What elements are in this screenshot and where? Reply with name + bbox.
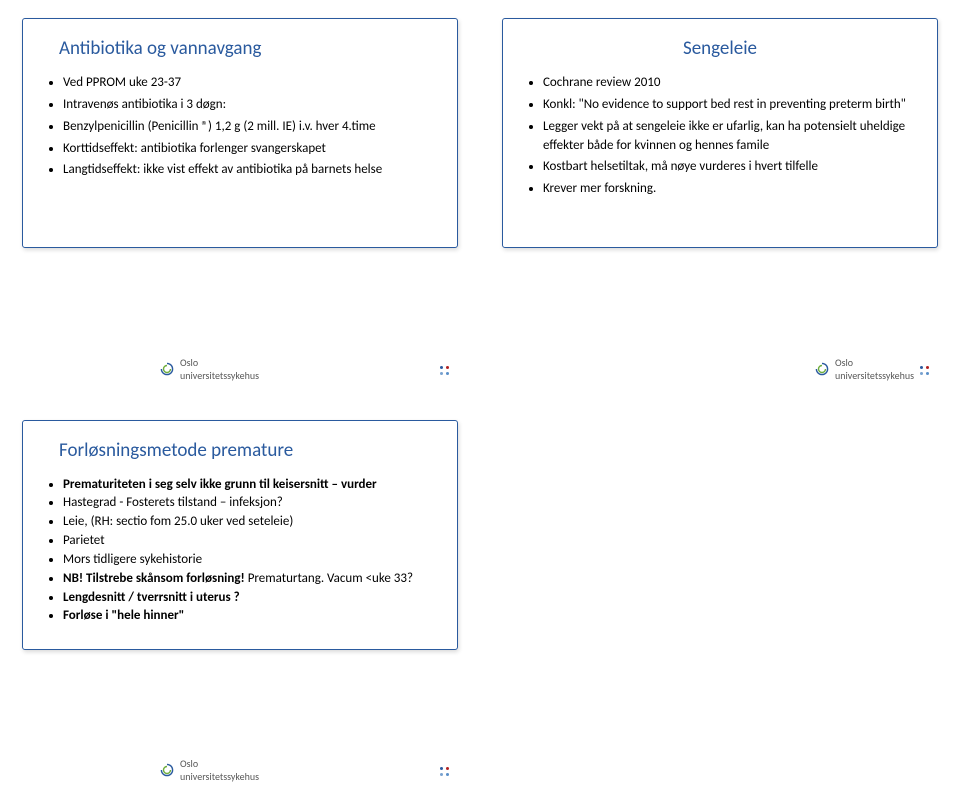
list-item: Forløse i "hele hinner": [63, 607, 439, 626]
slide-antibiotika: Antibiotika og vannavgang Ved PPROM uke …: [0, 0, 480, 402]
list-item: Langtidseffekt: ikke vist effekt av anti…: [63, 161, 439, 180]
footer-logo: Oslo universitetssykehus: [160, 356, 259, 382]
footer-org2: universitetssykehus: [835, 369, 914, 382]
slide-title: Sengeleie: [521, 37, 919, 60]
bullet-list: Prematuriteten i seg selv ikke grunn til…: [49, 476, 439, 627]
list-item: Ved PPROM uke 23-37: [63, 74, 439, 93]
footer-text: Oslo universitetssykehus: [180, 356, 259, 382]
list-item: NB! Tilstrebe skånsom forløsning! Premat…: [63, 570, 439, 589]
list-item: Konkl: "No evidence to support bed rest …: [543, 96, 919, 115]
swirl-icon: [815, 362, 829, 376]
swirl-icon: [160, 763, 174, 777]
list-item: Intravenøs antibiotika i 3 døgn:: [63, 96, 439, 115]
footer-org2: universitetssykehus: [180, 369, 259, 382]
footer-logo: Oslo universitetssykehus: [160, 757, 259, 783]
panel: Sengeleie Cochrane review 2010 Konkl: "N…: [502, 18, 938, 248]
list-item: Cochrane review 2010: [543, 74, 919, 93]
list-item: Kostbart helsetiltak, må nøye vurderes i…: [543, 158, 919, 177]
list-item: Legger vekt på at sengeleie ikke er ufar…: [543, 118, 919, 156]
footer-org2: universitetssykehus: [180, 770, 259, 783]
list-item: Mors tidligere sykehistorie: [63, 551, 439, 570]
list-item: Krever mer forskning.: [543, 180, 919, 199]
slide-empty: [480, 402, 960, 803]
footer-text: Oslo universitetssykehus: [180, 757, 259, 783]
slide-title: Forløsningsmetode premature: [59, 439, 439, 462]
footer-logo: Oslo universitetssykehus: [815, 356, 914, 382]
slide-forlosning: Forløsningsmetode premature Prematuritet…: [0, 402, 480, 803]
panel: Antibiotika og vannavgang Ved PPROM uke …: [22, 18, 458, 248]
slide-sengeleie: Sengeleie Cochrane review 2010 Konkl: "N…: [480, 0, 960, 402]
panel: Forløsningsmetode premature Prematuritet…: [22, 420, 458, 650]
list-item: Parietet: [63, 532, 439, 551]
bullet-list: Cochrane review 2010 Konkl: "No evidence…: [529, 74, 919, 199]
list-item: Hastegrad - Fosterets tilstand – infeksj…: [63, 494, 439, 513]
bullet-list: Ved PPROM uke 23-37 Intravenøs antibioti…: [49, 74, 439, 180]
footer-org: Oslo: [180, 757, 198, 770]
corner-dots-icon: [920, 366, 934, 380]
swirl-icon: [160, 362, 174, 376]
list-item: Lengdesnitt / tverrsnitt i uterus ?: [63, 589, 439, 608]
corner-dots-icon: [440, 767, 454, 781]
footer-org: Oslo: [180, 356, 198, 369]
list-item: Prematuriteten i seg selv ikke grunn til…: [63, 476, 439, 495]
footer-text: Oslo universitetssykehus: [835, 356, 914, 382]
slide-title: Antibiotika og vannavgang: [59, 37, 439, 60]
footer-org: Oslo: [835, 356, 853, 369]
corner-dots-icon: [440, 366, 454, 380]
list-item: Leie, (RH: sectio fom 25.0 uker ved sete…: [63, 513, 439, 532]
list-item: Benzylpenicillin (Penicillin ®) 1,2 g (2…: [63, 118, 439, 137]
list-item: Korttidseffekt: antibiotika forlenger sv…: [63, 140, 439, 159]
